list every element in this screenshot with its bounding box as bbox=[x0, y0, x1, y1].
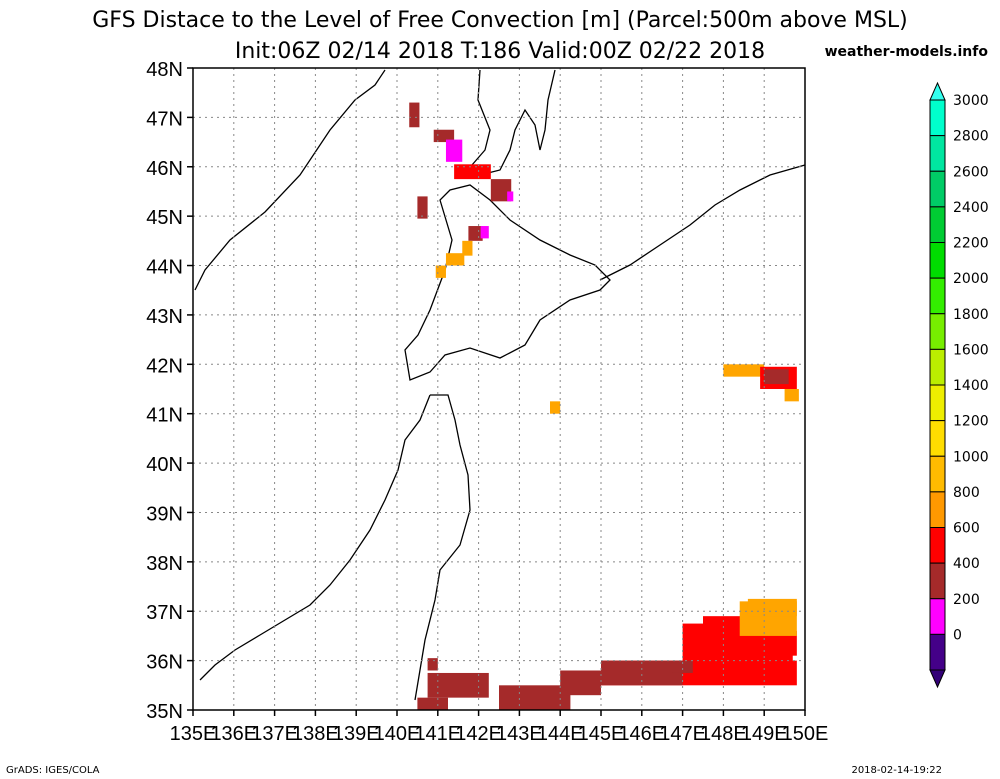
colorbar-label: 2200 bbox=[953, 236, 989, 252]
lon-label: 139E bbox=[333, 723, 380, 745]
lon-label: 140E bbox=[374, 723, 421, 745]
coastline bbox=[194, 69, 806, 701]
chart-subtitle: Init:06Z 02/14 2018 T:186 Valid:00Z 02/2… bbox=[234, 39, 766, 64]
colorbar-label: 2000 bbox=[953, 271, 989, 287]
colorbar-label: 1800 bbox=[953, 307, 989, 323]
lfc-cell bbox=[409, 102, 420, 128]
colorbar-label: 1000 bbox=[953, 449, 989, 465]
colorbar-segment bbox=[929, 277, 946, 315]
lfc-cell bbox=[747, 598, 797, 617]
lat-label: 35N bbox=[146, 701, 183, 723]
lon-label: 150E bbox=[782, 723, 829, 745]
colorbar-label: 1200 bbox=[953, 414, 989, 430]
lfc-cell bbox=[672, 660, 693, 673]
lat-label: 38N bbox=[146, 553, 183, 575]
lon-label: 148E bbox=[700, 723, 747, 745]
lfc-cell bbox=[445, 139, 463, 162]
lfc-cell bbox=[417, 196, 428, 219]
lfc-cell bbox=[499, 685, 571, 710]
colorbar-label: 400 bbox=[953, 556, 980, 572]
lon-label: 143E bbox=[496, 723, 543, 745]
lfc-cell bbox=[784, 389, 799, 402]
lfc-cell bbox=[468, 226, 483, 241]
lon-label: 135E bbox=[170, 723, 217, 745]
colorbar-label: 2400 bbox=[953, 200, 989, 216]
colorbar-label: 800 bbox=[953, 485, 980, 501]
lfc-cell bbox=[427, 672, 489, 698]
colorbar-segment bbox=[929, 491, 946, 528]
lat-label: 43N bbox=[146, 306, 183, 328]
colorbar-label: 600 bbox=[953, 521, 980, 537]
lon-label: 146E bbox=[618, 723, 665, 745]
lfc-cell bbox=[764, 369, 789, 385]
colorbar-label: 2800 bbox=[953, 129, 989, 145]
lon-label: 145E bbox=[578, 723, 625, 745]
colorbar-segment bbox=[929, 455, 946, 493]
lon-label: 144E bbox=[537, 723, 584, 745]
colorbar-segment bbox=[929, 206, 946, 243]
site-credit: weather-models.info bbox=[824, 44, 988, 60]
lat-label: 45N bbox=[146, 207, 183, 229]
colorbar-segment bbox=[929, 348, 946, 386]
colorbar-label: 1400 bbox=[953, 378, 989, 394]
colorbar-label: 2600 bbox=[953, 164, 989, 180]
lfc-cell bbox=[490, 179, 512, 202]
lfc-cell bbox=[417, 697, 448, 710]
lat-label: 37N bbox=[146, 602, 183, 624]
lon-label: 141E bbox=[414, 723, 461, 745]
lon-label: 136E bbox=[210, 723, 257, 745]
lat-label: 41N bbox=[146, 405, 183, 427]
colorbar-segment bbox=[929, 170, 946, 208]
lfc-cell bbox=[435, 265, 446, 278]
colorbar-segment bbox=[929, 384, 946, 422]
colorbar-segment bbox=[929, 598, 946, 635]
lat-label: 36N bbox=[146, 652, 183, 674]
lon-label: 142E bbox=[455, 723, 502, 745]
colorbar-label: 1600 bbox=[953, 342, 989, 358]
colorbar-segment bbox=[929, 420, 946, 457]
lfc-cell bbox=[507, 191, 514, 202]
lfc-cell bbox=[454, 164, 491, 180]
lat-label: 42N bbox=[146, 355, 183, 377]
lfc-cell bbox=[560, 670, 601, 696]
lon-label: 137E bbox=[251, 723, 298, 745]
lat-label: 39N bbox=[146, 503, 183, 525]
colorbar-segment bbox=[929, 527, 946, 564]
footer-software: GrADS: IGES/COLA bbox=[6, 765, 100, 776]
colorbar-label: 200 bbox=[953, 592, 980, 608]
colorbar-top-arrow bbox=[929, 81, 946, 101]
lfc-cell bbox=[550, 401, 561, 414]
lfc-cell bbox=[480, 226, 489, 239]
lon-label: 138E bbox=[292, 723, 339, 745]
footer-timestamp: 2018-02-14-19:22 bbox=[851, 765, 942, 776]
lat-label: 46N bbox=[146, 158, 183, 180]
lfc-cell bbox=[445, 253, 465, 266]
colorbar-segment bbox=[929, 562, 946, 600]
colorbar-segment bbox=[929, 242, 946, 279]
lat-label: 44N bbox=[146, 257, 183, 279]
lat-label: 40N bbox=[146, 454, 183, 476]
lfc-cell bbox=[723, 364, 765, 377]
colorbar-bottom-arrow bbox=[929, 669, 946, 689]
colorbar-segment bbox=[929, 99, 946, 137]
lfc-cell bbox=[462, 240, 473, 256]
colorbar-segment bbox=[929, 313, 946, 350]
lat-label: 47N bbox=[146, 108, 183, 130]
lon-label: 149E bbox=[741, 723, 788, 745]
map-frame bbox=[192, 67, 806, 711]
colorbar-label: 3000 bbox=[953, 93, 989, 109]
lon-label: 147E bbox=[659, 723, 706, 745]
colorbar-segment bbox=[929, 633, 946, 671]
lfc-cell bbox=[433, 129, 455, 143]
lat-label: 48N bbox=[146, 59, 183, 81]
lfc-cell bbox=[703, 616, 769, 627]
colorbar-segment bbox=[929, 135, 946, 172]
lfc-cell bbox=[427, 658, 438, 671]
colorbar-label: 0 bbox=[953, 627, 962, 643]
chart-title: GFS Distace to the Level of Free Convect… bbox=[92, 8, 908, 33]
